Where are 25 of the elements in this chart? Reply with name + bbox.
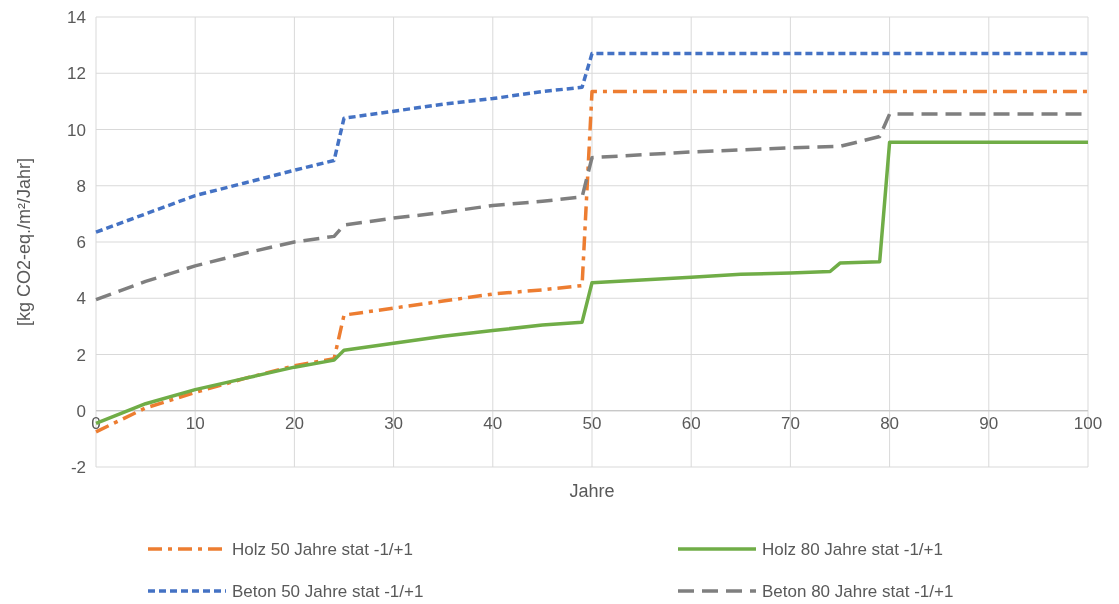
x-tick-label: 100 [1073, 413, 1103, 433]
y-tick-label: 10 [67, 120, 86, 140]
line-series [94, 51, 1090, 234]
x-tick-label: 90 [979, 413, 999, 433]
x-tick-label: 20 [284, 413, 304, 433]
x-axis-title: Jahre [569, 481, 615, 501]
legend-label: Beton 50 Jahre stat -1/+1 [232, 582, 424, 601]
x-tick-label: 80 [880, 413, 900, 433]
y-tick-label: 8 [76, 176, 86, 196]
x-tick-label: 10 [185, 413, 205, 433]
y-tick-label: 14 [67, 8, 86, 27]
y-axis-title: [kg CO2-eq./m²/Jahr] [14, 157, 34, 327]
y-tick-label: 2 [76, 345, 86, 365]
x-tick-label: 40 [483, 413, 503, 433]
y-tick-label: 12 [67, 64, 86, 84]
legend-label: Beton 80 Jahre stat -1/+1 [762, 582, 954, 601]
x-tick-label: 30 [384, 413, 404, 433]
y-tick-label: -2 [70, 458, 86, 477]
y-tick-label: 4 [76, 289, 86, 309]
x-tick-label: 50 [582, 413, 602, 433]
y-tick-label: 6 [76, 233, 86, 252]
legend-label: Holz 80 Jahre stat -1/+1 [762, 540, 943, 559]
x-tick-label: 60 [681, 413, 701, 433]
legend-label: Holz 50 Jahre stat -1/+1 [232, 540, 413, 559]
x-tick-label: 70 [780, 413, 800, 433]
